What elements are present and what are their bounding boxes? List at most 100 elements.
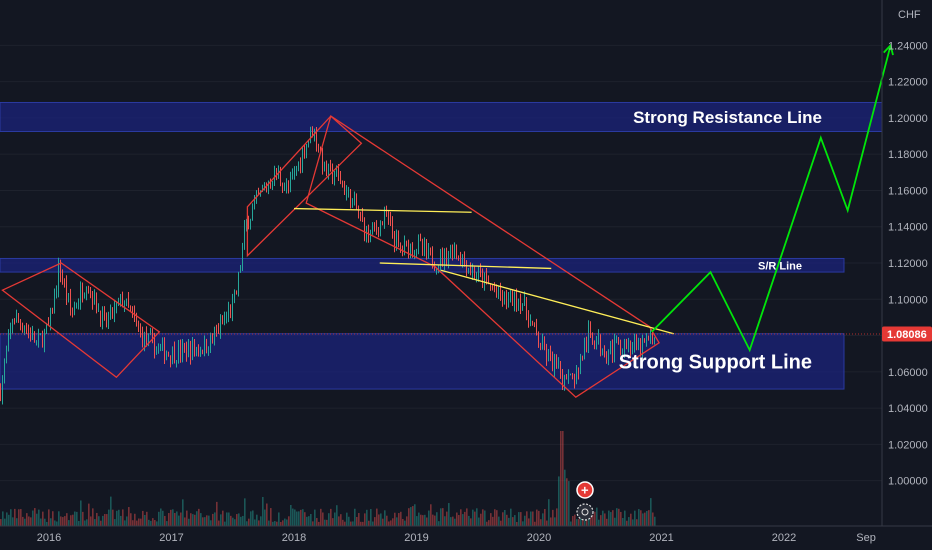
volume-bar: [204, 517, 206, 526]
volume-bar: [94, 519, 96, 526]
volume-bar: [268, 520, 270, 526]
volume-bar: [312, 521, 314, 526]
volume-bar: [540, 519, 542, 526]
volume-bar: [32, 510, 34, 526]
volume-bar: [8, 514, 10, 526]
volume-bar: [510, 508, 512, 526]
volume-bar: [212, 513, 214, 526]
volume-bar: [404, 520, 406, 526]
volume-bar: [422, 515, 424, 526]
volume-bar: [190, 513, 192, 526]
x-tick-label: 2020: [527, 532, 551, 544]
volume-bar: [14, 508, 16, 526]
volume-bar: [90, 516, 92, 526]
volume-bar: [534, 521, 536, 526]
volume-bar: [526, 511, 528, 526]
zone-labels: Strong Resistance Line S/R Line Strong Sup…: [619, 108, 822, 373]
volume-bar: [22, 516, 24, 526]
volume-bar: [222, 510, 224, 526]
volume-bar: [294, 509, 296, 526]
volume-bar: [478, 517, 480, 526]
volume-bar: [304, 512, 306, 526]
volume-bar: [336, 505, 338, 526]
volume-bar: [58, 511, 60, 526]
volume-bar: [172, 509, 174, 526]
volume-bar: [352, 521, 354, 526]
volume-bar: [636, 519, 638, 526]
volume-bar: [160, 508, 162, 526]
volume-bar: [484, 510, 486, 526]
volume-bar: [242, 515, 244, 526]
volume-bar: [366, 509, 368, 526]
volume-bar: [402, 518, 404, 526]
volume-bar: [70, 515, 72, 526]
volume-bar: [316, 518, 318, 526]
volume-bar: [372, 521, 374, 526]
zone-label: S/R Line: [758, 260, 802, 272]
y-tick-label: 1.18000: [888, 149, 928, 161]
volume-bar: [602, 510, 604, 526]
volume-bar: [116, 510, 118, 526]
volume-bar: [628, 517, 630, 526]
volume-bar: [86, 519, 88, 526]
volume-bar: [574, 514, 576, 526]
volume-bar: [78, 520, 80, 526]
gear-icon[interactable]: [576, 503, 594, 521]
volume-bar: [364, 513, 366, 526]
volume-bar: [618, 508, 620, 526]
add-alert-button[interactable]: +: [576, 481, 594, 499]
volume-bar: [342, 519, 344, 526]
volume-bar: [514, 515, 516, 526]
volume-bar: [420, 514, 422, 526]
volume-bar: [260, 516, 262, 526]
volume-bar: [322, 512, 324, 526]
trendlines: [0, 207, 882, 335]
volume-bar: [146, 511, 148, 526]
volume-bar: [62, 517, 64, 526]
volume-bar: [126, 516, 128, 526]
volume-bar: [76, 511, 78, 526]
volume-bar: [100, 520, 102, 526]
volume-bar: [4, 518, 6, 526]
volume-bar: [0, 519, 2, 526]
volume-bar: [454, 518, 456, 526]
volume-bar: [300, 509, 302, 526]
volume-bar: [572, 516, 574, 526]
volume-bar: [40, 518, 42, 526]
volume-bar: [490, 513, 492, 526]
volume-bar: [488, 520, 490, 526]
volume-bar: [28, 516, 30, 526]
volume-bar: [400, 511, 402, 526]
volume-bar: [162, 510, 164, 526]
volume-bar: [346, 512, 348, 526]
volume-bar: [406, 516, 408, 526]
volume-bar: [110, 496, 112, 526]
volume-bar: [472, 509, 474, 526]
volume-bar: [418, 512, 420, 526]
volume-bar: [598, 519, 600, 526]
volume-bar: [60, 516, 62, 526]
volume-bar: [236, 514, 238, 526]
x-tick-label: Sep: [856, 532, 876, 544]
y-tick-label: 1.14000: [888, 222, 928, 234]
zone-rect: [0, 257, 845, 273]
volume-bar: [20, 509, 22, 526]
volume-bar: [38, 509, 40, 526]
x-tick-label: 2017: [159, 532, 183, 544]
add-alert-icon[interactable]: [576, 481, 594, 499]
volume-bar: [600, 515, 602, 526]
volume-bar: [282, 520, 284, 526]
volume-bar: [394, 512, 396, 526]
volume-bar: [266, 503, 268, 526]
plus-icon: +: [581, 483, 589, 498]
volume-bar: [438, 521, 440, 526]
volume-bar: [174, 513, 176, 526]
volume-bar: [80, 500, 82, 526]
settings-button[interactable]: [576, 503, 594, 521]
volume-bar: [462, 514, 464, 526]
trendline: [440, 269, 674, 335]
volume-bar: [224, 521, 226, 526]
current-price-badge-bg: [882, 326, 932, 342]
volume-bar: [500, 520, 502, 526]
